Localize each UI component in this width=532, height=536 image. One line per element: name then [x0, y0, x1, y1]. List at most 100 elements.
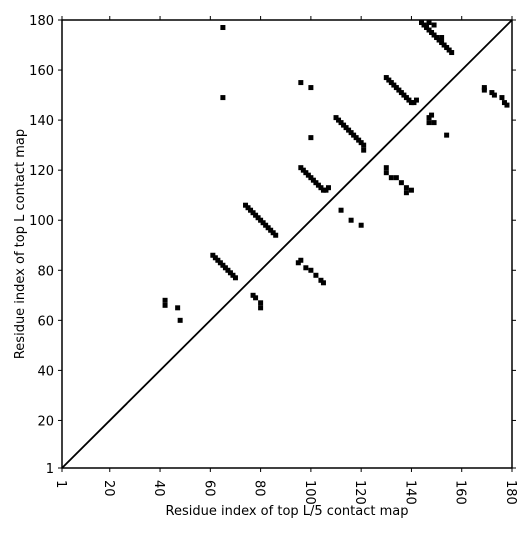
contact-point — [258, 217, 264, 223]
contact-point — [444, 45, 450, 51]
contact-point — [401, 92, 407, 98]
contact-point — [298, 165, 304, 171]
plot-frame — [61, 19, 513, 469]
y-tick-label: 1 — [46, 462, 54, 477]
contact-point — [175, 305, 181, 311]
contact-point — [431, 22, 437, 28]
contact-point — [243, 202, 249, 208]
contact-point — [245, 205, 251, 211]
contact-point — [411, 100, 417, 106]
y-tick-label: 40 — [37, 364, 54, 379]
contact-point — [318, 185, 324, 191]
x-tick-label: 160 — [453, 480, 468, 505]
contact-point — [250, 210, 256, 216]
contact-point — [162, 302, 168, 308]
y-tick-label: 180 — [29, 14, 54, 29]
contact-point — [303, 265, 309, 271]
contact-point — [403, 95, 409, 101]
contact-point — [215, 257, 221, 263]
y-tick-label: 140 — [29, 114, 54, 129]
contact-point — [210, 252, 216, 258]
contact-point — [383, 165, 389, 171]
contact-point — [386, 77, 392, 83]
contact-point — [323, 187, 329, 193]
contact-point — [346, 127, 352, 133]
contact-point — [393, 175, 399, 181]
contact-point — [313, 180, 319, 186]
contact-point — [308, 175, 314, 181]
contact-point — [501, 100, 507, 106]
x-tick-label: 60 — [201, 480, 216, 497]
contact-point — [418, 20, 424, 26]
contact-point — [220, 262, 226, 268]
contact-point — [429, 112, 435, 118]
contact-point — [504, 102, 510, 108]
contact-point — [436, 37, 442, 43]
contact-point — [403, 190, 409, 196]
y-tick-label: 80 — [37, 264, 54, 279]
contact-point — [162, 297, 168, 303]
contact-point — [217, 260, 223, 266]
contact-point — [318, 277, 324, 283]
contact-point — [426, 27, 432, 33]
contact-point — [361, 147, 367, 153]
contact-point — [258, 305, 264, 311]
contact-point — [338, 120, 344, 126]
x-axis-label: Residue index of top L/5 contact map — [166, 504, 409, 519]
contact-point — [353, 135, 359, 141]
contact-point — [361, 142, 367, 148]
contact-point — [434, 35, 440, 41]
contact-point — [258, 300, 264, 306]
contact-point — [220, 25, 226, 31]
contact-point — [383, 75, 389, 81]
contact-point — [303, 170, 309, 176]
contact-point — [253, 212, 259, 218]
contact-point — [383, 170, 389, 176]
contact-point — [408, 187, 414, 193]
contact-point — [444, 132, 450, 138]
contact-point — [295, 260, 301, 266]
contact-point — [268, 227, 274, 233]
contact-point — [439, 40, 445, 46]
x-tick-label: 40 — [151, 480, 166, 497]
contact-point — [348, 130, 354, 136]
contact-point — [308, 135, 314, 141]
contact-point — [481, 87, 487, 93]
y-tick-label: 160 — [29, 64, 54, 79]
contact-point — [439, 35, 445, 41]
contact-point — [388, 80, 394, 86]
y-tick-label: 60 — [37, 314, 54, 329]
contact-point — [310, 177, 316, 183]
contact-point — [441, 42, 447, 48]
contact-point — [429, 30, 435, 36]
x-tick-label: 100 — [302, 480, 317, 505]
contact-point — [320, 280, 326, 286]
contact-point — [298, 257, 304, 263]
diagonal — [61, 19, 513, 469]
contact-point — [315, 182, 321, 188]
contact-point — [431, 120, 437, 126]
x-tick-label: 80 — [252, 480, 267, 497]
contact-point — [325, 185, 331, 191]
contact-point — [341, 122, 347, 128]
contact-point — [248, 207, 254, 213]
contact-point — [255, 215, 261, 221]
contact-point — [489, 90, 495, 96]
y-tick-label: 120 — [29, 164, 54, 179]
contact-point — [230, 272, 236, 278]
x-tick-label: 140 — [402, 480, 417, 505]
contact-point — [393, 85, 399, 91]
contact-point — [250, 292, 256, 298]
contact-point — [343, 125, 349, 131]
contact-point — [338, 207, 344, 213]
contact-point — [356, 137, 362, 143]
x-tick-label: 180 — [503, 480, 518, 505]
contact-point — [421, 22, 427, 28]
contact-point — [499, 95, 505, 101]
contact-point — [491, 92, 497, 98]
contact-point — [358, 222, 364, 228]
contact-point — [260, 220, 266, 226]
contact-point — [333, 115, 339, 121]
y-tick-label: 20 — [37, 414, 54, 429]
